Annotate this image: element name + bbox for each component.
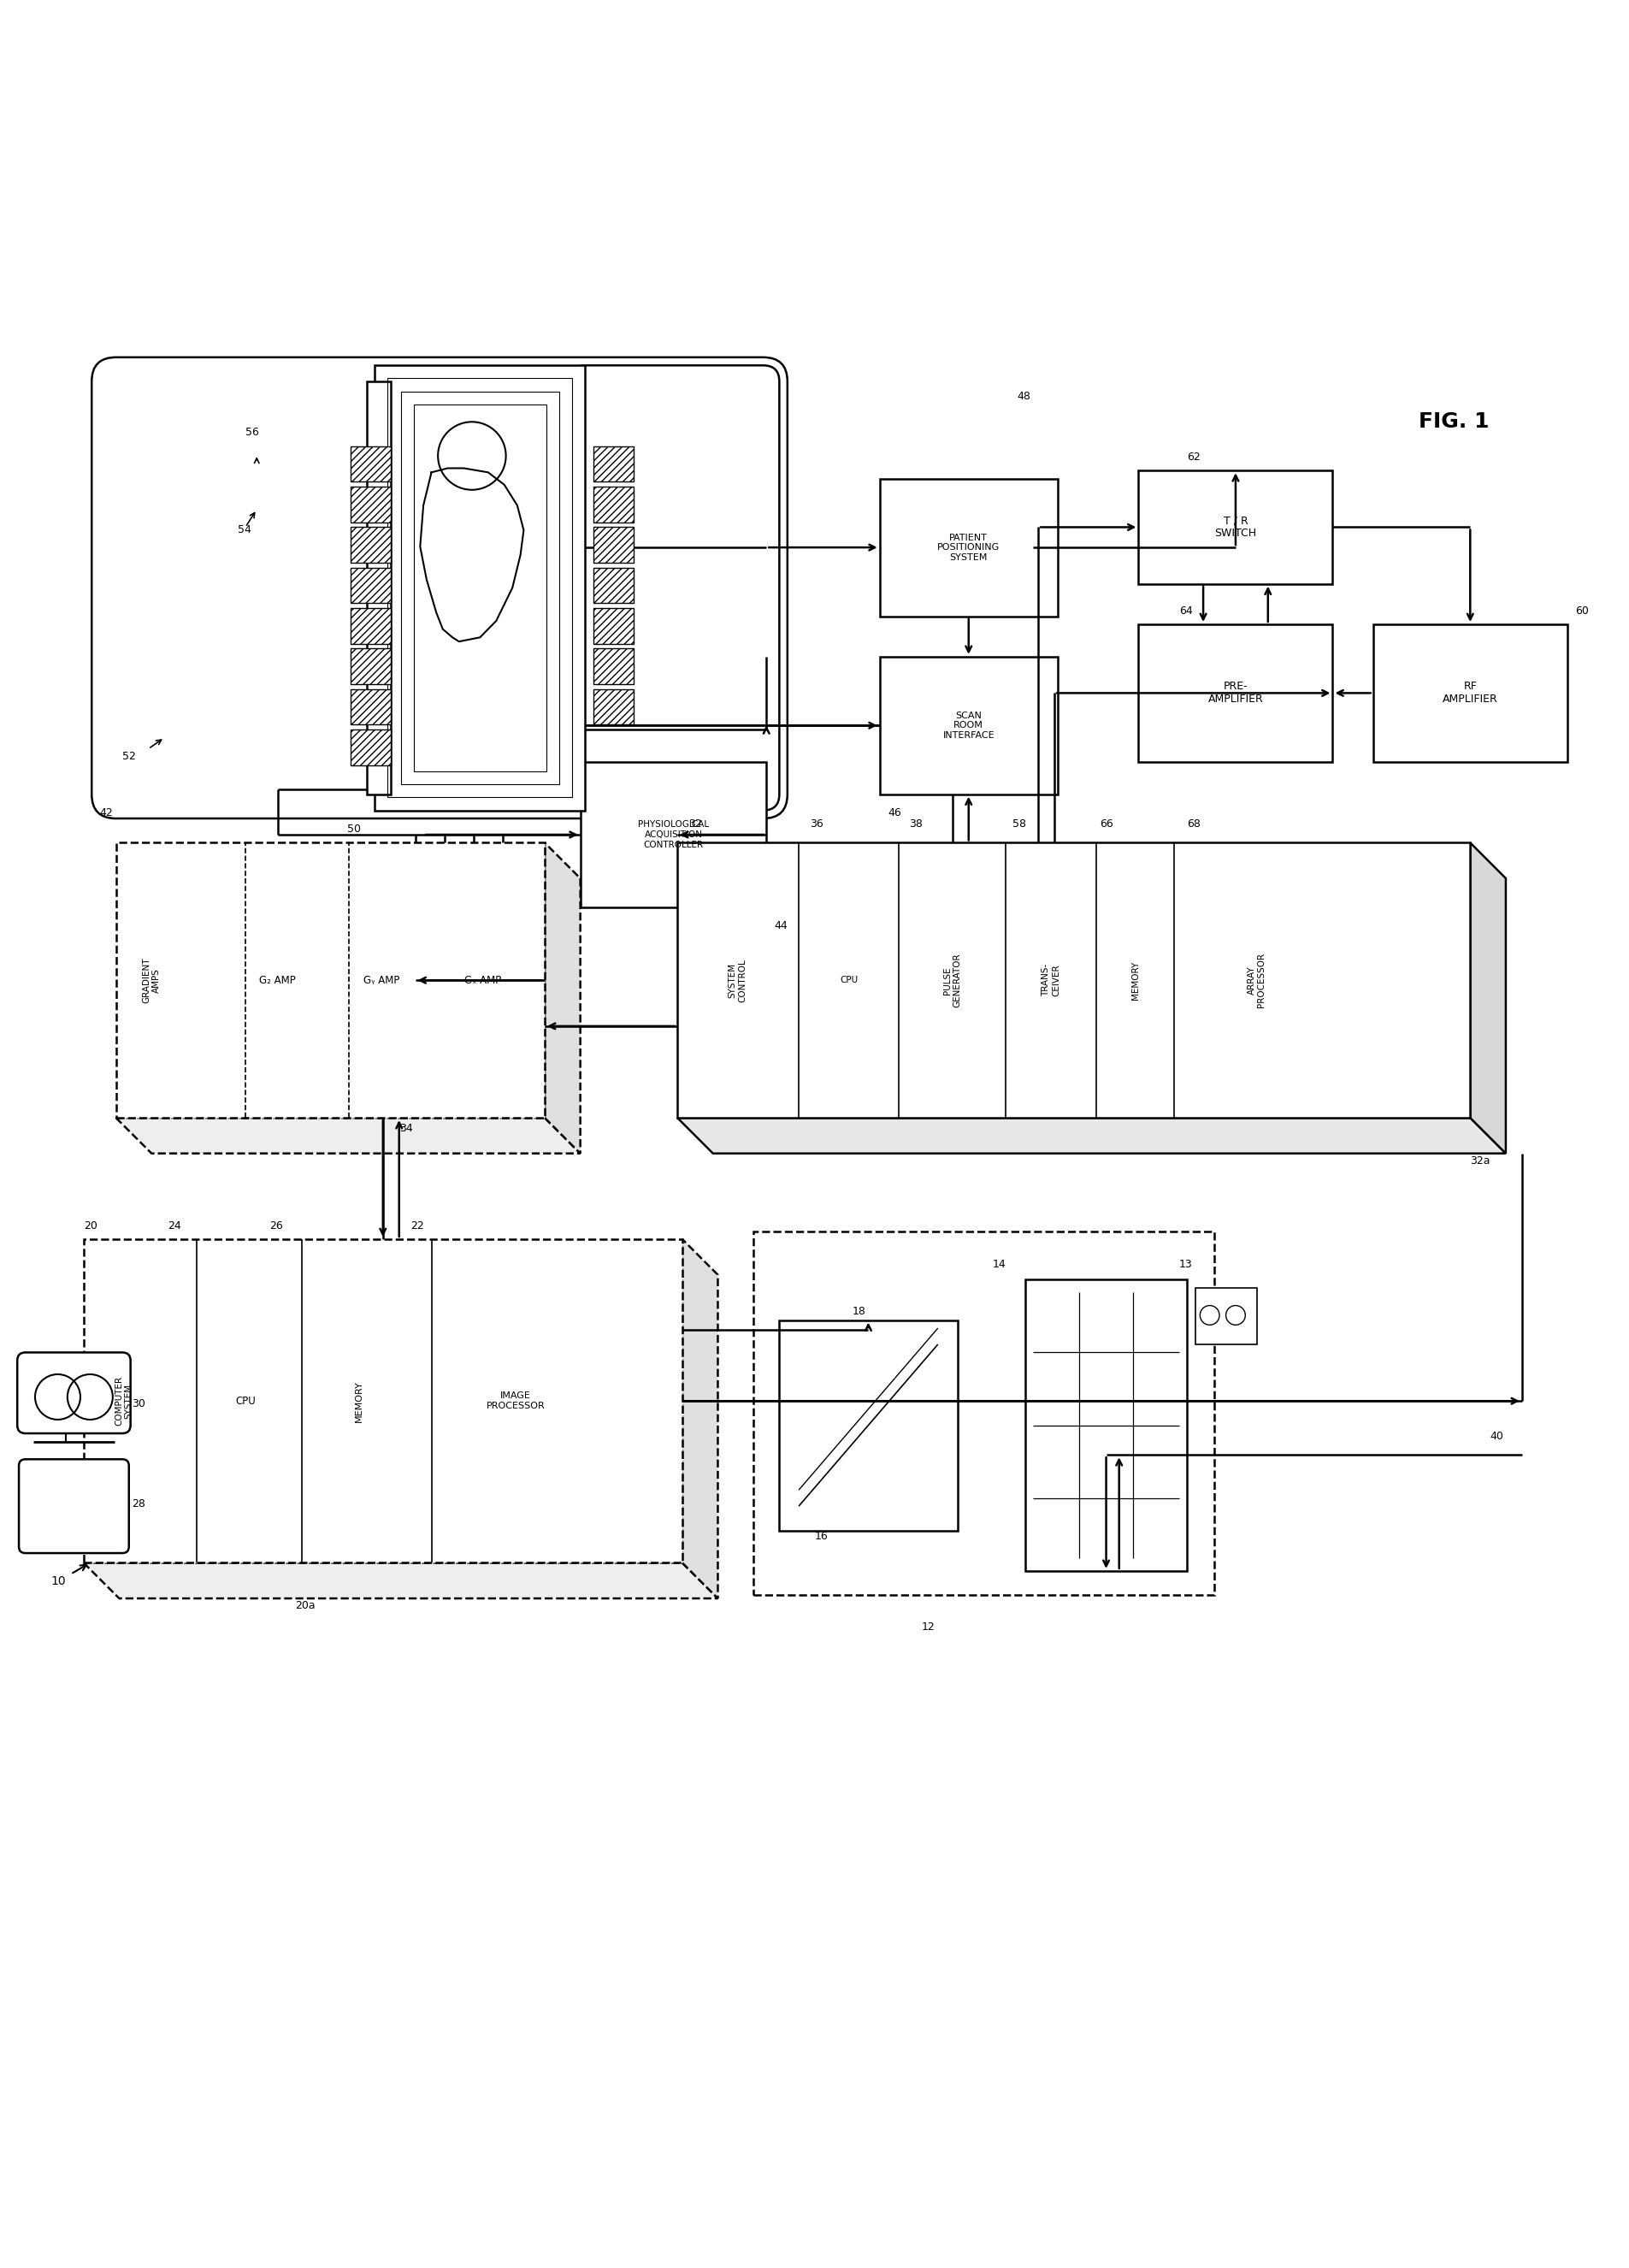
Bar xyxy=(593,567,634,603)
Text: PHYSIOLOGICAL
ACQUISITION
CONTROLLER: PHYSIOLOGICAL ACQUISITION CONTROLLER xyxy=(637,821,709,848)
Bar xyxy=(580,762,766,907)
Text: 50: 50 xyxy=(347,823,360,835)
Text: 46: 46 xyxy=(888,807,901,819)
Text: 68: 68 xyxy=(1186,819,1201,830)
Bar xyxy=(593,608,634,644)
Bar xyxy=(593,447,634,481)
Text: 30: 30 xyxy=(132,1397,145,1408)
Text: 14: 14 xyxy=(992,1259,1005,1270)
Bar xyxy=(388,379,572,798)
Text: 54: 54 xyxy=(238,524,251,535)
Text: 13: 13 xyxy=(1178,1259,1192,1270)
Text: PRE-
AMPLIFIER: PRE- AMPLIFIER xyxy=(1207,680,1262,705)
Text: 24: 24 xyxy=(168,1220,181,1232)
Text: 28: 28 xyxy=(132,1499,145,1510)
Text: 18: 18 xyxy=(852,1306,865,1318)
Text: G₂ AMP: G₂ AMP xyxy=(259,975,296,987)
Text: 22: 22 xyxy=(411,1220,424,1232)
Text: 20: 20 xyxy=(83,1220,98,1232)
Text: 36: 36 xyxy=(810,819,823,830)
Bar xyxy=(350,649,391,685)
FancyBboxPatch shape xyxy=(20,1458,129,1554)
Bar xyxy=(414,404,546,771)
Text: 34: 34 xyxy=(399,1123,412,1134)
Bar xyxy=(593,488,634,522)
Bar xyxy=(401,392,559,785)
Bar xyxy=(350,730,391,764)
Bar xyxy=(1025,1279,1186,1572)
Text: Gₓ AMP: Gₓ AMP xyxy=(464,975,502,987)
Text: COMPUTER
SYSTEM: COMPUTER SYSTEM xyxy=(114,1377,134,1427)
Bar xyxy=(1372,624,1567,762)
Bar xyxy=(779,1320,956,1531)
Bar xyxy=(83,1238,683,1563)
Bar xyxy=(350,689,391,723)
Polygon shape xyxy=(678,1118,1505,1154)
Text: 52: 52 xyxy=(122,751,135,762)
Bar xyxy=(593,526,634,562)
Text: PATIENT
POSITIONING
SYSTEM: PATIENT POSITIONING SYSTEM xyxy=(937,533,1000,562)
FancyBboxPatch shape xyxy=(18,1352,130,1433)
Text: 60: 60 xyxy=(1575,606,1588,617)
Text: RF
AMPLIFIER: RF AMPLIFIER xyxy=(1442,680,1497,705)
Bar xyxy=(753,1232,1214,1594)
Text: 58: 58 xyxy=(1012,819,1026,830)
Text: SYSTEM
CONTROL: SYSTEM CONTROL xyxy=(728,959,746,1002)
Text: SCAN
ROOM
INTERFACE: SCAN ROOM INTERFACE xyxy=(942,712,994,739)
Text: 32a: 32a xyxy=(1469,1154,1489,1166)
Bar xyxy=(678,844,1469,1118)
Bar xyxy=(367,381,391,794)
Text: 12: 12 xyxy=(920,1622,935,1633)
Text: 66: 66 xyxy=(1100,819,1113,830)
Text: 56: 56 xyxy=(246,426,259,438)
Text: MEMORY: MEMORY xyxy=(353,1381,363,1422)
Text: IMAGE
PROCESSOR: IMAGE PROCESSOR xyxy=(485,1393,544,1411)
Text: FIG. 1: FIG. 1 xyxy=(1417,413,1489,433)
Bar xyxy=(593,689,634,723)
Bar xyxy=(375,365,585,810)
Text: 40: 40 xyxy=(1489,1431,1502,1442)
Text: 42: 42 xyxy=(99,807,112,819)
Text: 16: 16 xyxy=(814,1531,828,1542)
Text: CPU: CPU xyxy=(839,975,857,984)
Bar xyxy=(1139,469,1333,583)
Text: CPU: CPU xyxy=(235,1395,256,1406)
Text: 20a: 20a xyxy=(295,1601,314,1610)
FancyBboxPatch shape xyxy=(569,365,779,810)
Bar xyxy=(880,479,1057,617)
Bar xyxy=(350,488,391,522)
Bar xyxy=(1194,1288,1256,1345)
Bar xyxy=(116,844,544,1118)
Bar xyxy=(350,447,391,481)
Bar xyxy=(350,608,391,644)
Bar xyxy=(350,567,391,603)
Text: 32: 32 xyxy=(689,819,702,830)
Polygon shape xyxy=(544,844,580,1154)
Text: TRANS-
CEIVER: TRANS- CEIVER xyxy=(1041,964,1060,996)
Text: GRADIENT
AMPS: GRADIENT AMPS xyxy=(142,957,161,1002)
Bar xyxy=(880,658,1057,794)
Bar xyxy=(350,526,391,562)
Bar xyxy=(1139,624,1333,762)
Polygon shape xyxy=(116,1118,580,1154)
Text: T / R
SWITCH: T / R SWITCH xyxy=(1214,515,1256,540)
Text: 48: 48 xyxy=(1016,390,1030,401)
Text: 10: 10 xyxy=(50,1574,67,1588)
Text: Gᵧ AMP: Gᵧ AMP xyxy=(363,975,399,987)
Text: 26: 26 xyxy=(269,1220,283,1232)
Text: 38: 38 xyxy=(909,819,922,830)
Text: ARRAY
PROCESSOR: ARRAY PROCESSOR xyxy=(1246,953,1266,1007)
Text: MEMORY: MEMORY xyxy=(1131,962,1139,1000)
FancyBboxPatch shape xyxy=(91,358,787,819)
Text: 44: 44 xyxy=(774,921,787,932)
Text: PULSE
GENERATOR: PULSE GENERATOR xyxy=(943,953,961,1007)
Polygon shape xyxy=(83,1563,717,1599)
Polygon shape xyxy=(1469,844,1505,1154)
Bar xyxy=(593,649,634,685)
Polygon shape xyxy=(683,1238,717,1599)
Text: 64: 64 xyxy=(1178,606,1192,617)
Text: 62: 62 xyxy=(1186,451,1201,463)
